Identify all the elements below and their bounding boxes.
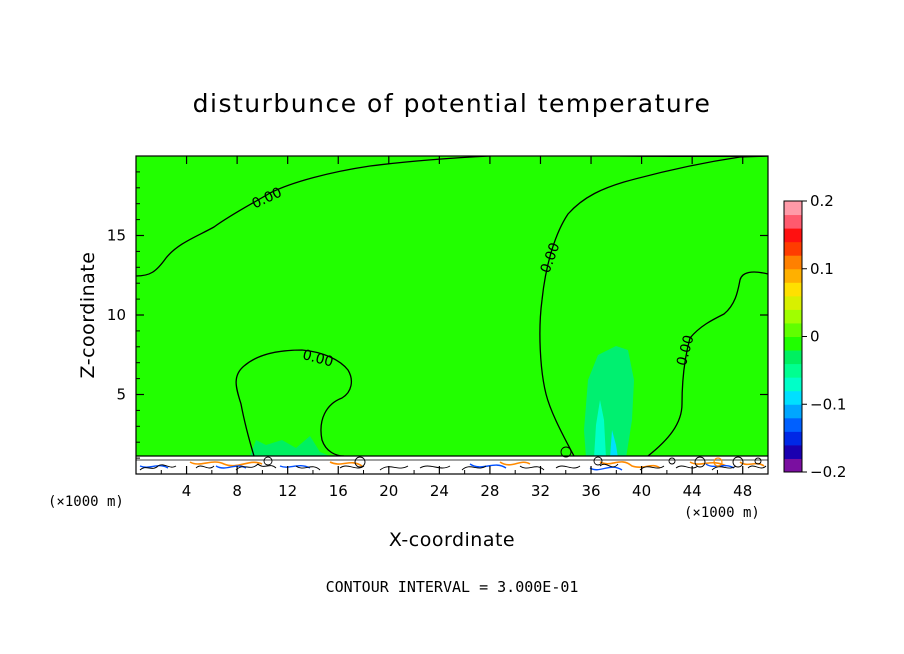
colorbar-swatch: [784, 444, 802, 459]
surface-bubble: [694, 456, 706, 468]
cyan-plume-core: [594, 400, 606, 458]
y-axis: 5 10 15: [107, 171, 768, 459]
colorbar-swatch: [784, 268, 802, 283]
x-tick-label: 24: [430, 482, 449, 500]
y-axis-label: Z-coordinate: [77, 252, 99, 379]
surface-black-squiggles: [139, 463, 767, 471]
x-tick-label: 12: [278, 482, 297, 500]
x-tick-label: 20: [379, 482, 398, 500]
contour-label: 0.00: [674, 333, 698, 367]
contour-line-top-left: [136, 156, 491, 277]
colorbar-swatch: [784, 377, 802, 392]
colorbar-tick-label: 0.1: [810, 260, 834, 278]
colorbar-tick-label: 0: [810, 328, 820, 346]
contour-line-right-inner: [647, 271, 768, 457]
surface-bubble: [560, 446, 572, 458]
colorbar-swatch: [784, 309, 802, 324]
x-tick-label: 4: [182, 482, 192, 500]
surface-band: [136, 456, 768, 474]
colorbar: 0.2 0.1 0 −0.1 −0.2: [783, 192, 846, 481]
cyan-plume-left: [250, 436, 330, 456]
x-tick-label: 16: [329, 482, 348, 500]
colorbar-swatch: [784, 350, 802, 365]
surface-orange-contour: [189, 461, 765, 469]
colorbar-tick-label: 0.2: [810, 192, 834, 210]
colorbar-swatch: [784, 241, 802, 256]
surface-bubble: [732, 456, 744, 468]
plot-area: 0.000.000.000.00: [136, 156, 768, 474]
x-tick-label: 40: [632, 482, 651, 500]
x-unit-label-right: (×1000 m): [684, 505, 760, 521]
contour-line-right-plume: [539, 156, 768, 457]
x-axis-label: X-coordinate: [389, 529, 515, 551]
colorbar-swatch: [784, 322, 802, 337]
colorbar-swatch: [784, 295, 802, 310]
surface-bubble: [754, 457, 762, 465]
x-tick-label: 8: [232, 482, 242, 500]
colorbar-swatch: [784, 431, 802, 446]
colorbar-swatch: [784, 214, 802, 229]
colorbar-swatch: [784, 201, 802, 216]
colorbar-swatch: [784, 282, 802, 297]
colorbar-tick-label: −0.1: [810, 395, 846, 413]
colorbar-swatch: [784, 417, 802, 432]
field-background: [136, 156, 768, 474]
colorbar-swatch: [784, 228, 802, 243]
colorbar-swatch: [784, 390, 802, 405]
x-tick-label: 36: [581, 482, 600, 500]
colorbar-swatch: [784, 336, 802, 351]
surface-blue-contour: [139, 463, 735, 471]
colorbar-swatch: [784, 255, 802, 270]
x-unit-label-left: (×1000 m): [48, 494, 124, 510]
surface-bubble: [593, 456, 603, 466]
surface-bubble: [713, 457, 723, 467]
contour-label: 0.00: [301, 347, 335, 371]
y-tick-label: 10: [107, 306, 126, 324]
cyan-plume-core-2: [610, 430, 618, 458]
contour-line-left-dome: [235, 349, 353, 457]
colorbar-swatch: [784, 458, 802, 473]
surface-layer: [136, 446, 768, 474]
x-tick-label: 48: [733, 482, 752, 500]
y-tick-label: 5: [116, 386, 126, 404]
surface-bubble: [354, 456, 366, 468]
x-tick-label: 32: [531, 482, 550, 500]
chart-title: disturbunce of potential temperature: [193, 89, 712, 118]
x-tick-label: 28: [480, 482, 499, 500]
surface-bubble: [263, 456, 273, 466]
surface-bubble: [668, 457, 676, 465]
colorbar-swatch: [784, 363, 802, 378]
colorbar-tick-label: −0.2: [810, 463, 846, 481]
colorbar-swatch: [784, 404, 802, 419]
x-axis: 4 8 12 16 20 24 28 32 36 40 44 48: [160, 156, 752, 500]
y-tick-label: 15: [107, 227, 126, 245]
contour-interval-text: CONTOUR INTERVAL = 3.000E-01: [326, 578, 579, 596]
x-tick-label: 44: [683, 482, 702, 500]
